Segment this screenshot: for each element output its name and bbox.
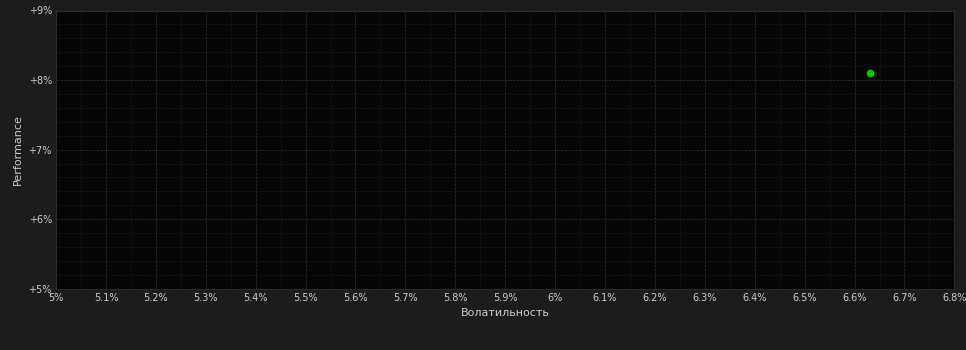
X-axis label: Волатильность: Волатильность (461, 308, 550, 319)
Point (862, 70, 877, 76)
Y-axis label: Performance: Performance (13, 114, 23, 185)
